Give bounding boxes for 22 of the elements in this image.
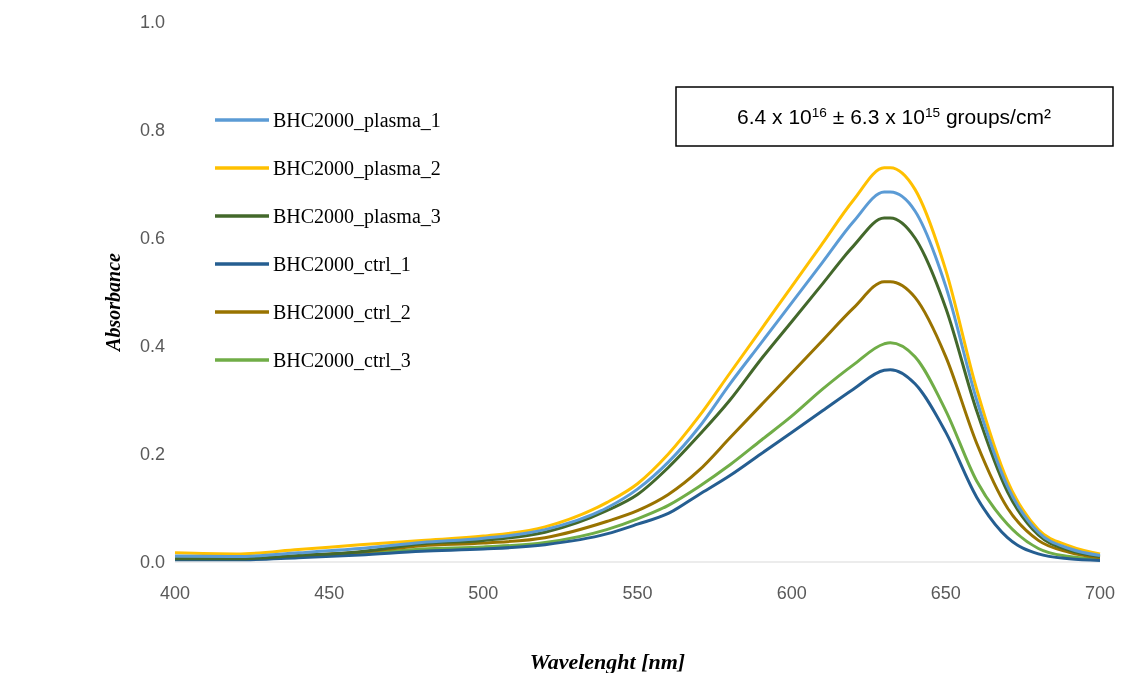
y-tick-label: 0.0 bbox=[139, 552, 165, 573]
x-tick-label: 650 bbox=[930, 583, 961, 603]
y-tick-label: 0.2 bbox=[139, 444, 165, 465]
x-tick-label: 400 bbox=[159, 583, 191, 603]
y-tick-label: 0.6 bbox=[139, 228, 165, 249]
x-tick-label: 550 bbox=[622, 583, 653, 603]
y-tick-label: 0.8 bbox=[139, 120, 165, 141]
x-tick-label: 450 bbox=[314, 583, 345, 603]
x-tick-label: 500 bbox=[468, 583, 499, 603]
y-tick-label: 1.0 bbox=[139, 12, 165, 33]
x-tick-label: 700 bbox=[1084, 583, 1116, 603]
y-tick-label: 0.4 bbox=[139, 336, 165, 357]
annotation: 6.4 x 10$^{16}$ ± 6.3 x 10$^{15}$ groups/cm² bbox=[737, 104, 1051, 128]
legend-label: BHC2000_plasma_2 bbox=[273, 157, 441, 180]
legend-label: BHC2000_plasma_1 bbox=[273, 109, 441, 132]
x-tick-label: 600 bbox=[776, 583, 807, 603]
legend-label: BHC2000_plasma_3 bbox=[273, 205, 441, 228]
x-axis-title: Wavelenght [nm] bbox=[529, 649, 686, 673]
legend-label: BHC2000_ctrl_3 bbox=[273, 349, 411, 371]
legend-label: BHC2000_ctrl_1 bbox=[273, 253, 411, 275]
y-axis-title: Absorbance bbox=[102, 252, 124, 353]
legend-label: BHC2000_ctrl_2 bbox=[273, 301, 411, 323]
